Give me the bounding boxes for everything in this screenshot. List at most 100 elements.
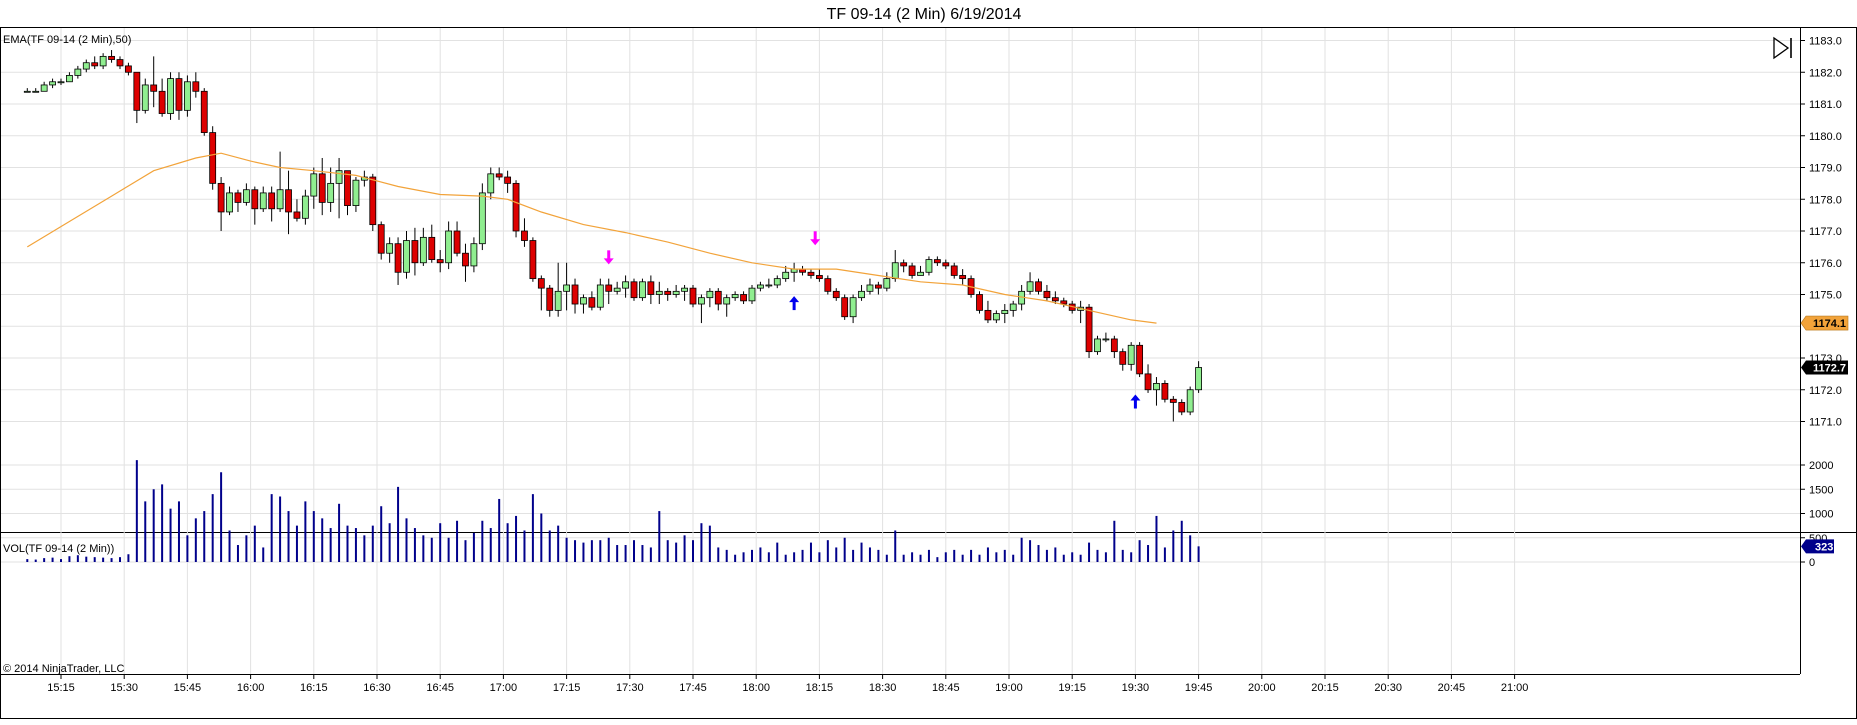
candle-body — [183, 81, 191, 111]
candle-down — [714, 288, 722, 311]
candle-up — [866, 278, 874, 295]
candle-body — [512, 182, 520, 232]
candle-body — [167, 78, 174, 114]
x-tick-label: 19:30 — [1122, 682, 1150, 694]
candle-up — [723, 294, 731, 317]
candle-body — [200, 90, 208, 133]
candle-up — [757, 281, 764, 292]
candle-body — [411, 240, 419, 264]
candle-body — [1026, 281, 1034, 292]
candle-body — [301, 195, 309, 219]
candle-down — [394, 237, 402, 285]
candle-down — [293, 199, 301, 222]
candle-down — [832, 288, 840, 301]
buy-arrow-head — [789, 296, 800, 303]
candle-up — [310, 167, 318, 209]
buy-arrow-shaft — [1133, 399, 1137, 409]
candle-up — [141, 78, 149, 114]
candle-up — [858, 284, 865, 301]
candle-down — [91, 56, 99, 70]
candle-body — [217, 182, 225, 213]
candle-body — [976, 294, 983, 311]
candle-body — [1051, 297, 1059, 302]
candle-up — [352, 177, 360, 212]
candle-up — [167, 72, 174, 120]
candle-body — [335, 170, 343, 184]
candle-down — [1043, 284, 1051, 301]
trade-signals — [603, 231, 1141, 409]
x-tick-label: 16:00 — [237, 682, 265, 694]
candle-body — [588, 297, 596, 308]
candle-body — [900, 262, 908, 267]
candle-down — [512, 180, 520, 238]
candle-body — [285, 189, 292, 213]
candle-body — [630, 281, 638, 299]
volume-tick-label: 1500 — [1809, 484, 1833, 496]
vol-badge-text: 323 — [1815, 541, 1833, 553]
buy-signal-arrow — [789, 296, 800, 311]
candle-down — [462, 243, 469, 282]
candle-down — [200, 88, 208, 136]
candle-body — [1009, 303, 1017, 311]
candle-body — [925, 259, 933, 273]
candle-body — [639, 281, 646, 299]
candle-up — [1127, 342, 1135, 371]
candle-body — [1136, 344, 1144, 375]
ema-badge-text: 1174.1 — [1813, 318, 1846, 330]
candle-body — [950, 265, 958, 276]
candle-down — [116, 56, 124, 70]
candle-up — [259, 186, 267, 212]
candle-up — [554, 262, 562, 317]
volume-tick-label: 1000 — [1809, 509, 1833, 521]
candle-up — [1153, 377, 1160, 406]
candle-down — [816, 269, 823, 282]
candle-down — [453, 221, 461, 257]
candle-body — [259, 192, 267, 210]
candle-down — [959, 269, 967, 285]
candle-down — [689, 284, 697, 308]
candle-body — [933, 259, 941, 264]
candle-up — [276, 151, 284, 212]
x-tick-label: 16:15 — [300, 682, 328, 694]
candle-body — [740, 294, 747, 302]
x-tick-label: 18:00 — [742, 682, 770, 694]
candle-down — [436, 250, 444, 273]
candle-body — [866, 284, 874, 292]
buy-arrow-head — [1130, 394, 1141, 401]
candle-down — [874, 281, 882, 295]
candle-down — [1169, 396, 1177, 422]
candle-body — [428, 236, 436, 260]
candle-body — [1144, 373, 1152, 391]
candle-down — [344, 170, 351, 216]
candle-body — [369, 176, 377, 226]
candle-body — [824, 278, 832, 292]
candle-down — [495, 167, 503, 181]
candle-body — [386, 243, 394, 254]
price-tick-label: 1172.0 — [1809, 385, 1842, 397]
candle-up — [49, 78, 56, 89]
candle-down — [976, 291, 983, 314]
candle-down — [1119, 348, 1127, 371]
candle-down — [504, 170, 512, 193]
candle-body — [580, 297, 587, 305]
candle-down — [950, 262, 958, 279]
candle-body — [99, 55, 107, 67]
candle-up — [613, 281, 621, 295]
price-tick-label: 1179.0 — [1809, 163, 1842, 175]
candle-up — [327, 167, 335, 212]
candle-body — [91, 62, 99, 67]
scroll-to-end-button[interactable] — [1773, 36, 1792, 60]
sell-arrow-head — [603, 258, 614, 265]
candle-body — [571, 284, 579, 305]
candle-down — [285, 170, 292, 235]
candle-down — [908, 262, 916, 279]
copyright-text: © 2014 NinjaTrader, LLC — [3, 663, 124, 675]
candle-down — [369, 173, 377, 231]
candle-body — [1085, 306, 1093, 353]
candle-body — [723, 297, 731, 305]
candle-down — [984, 300, 992, 324]
sell-arrow-head — [810, 239, 821, 246]
sell-arrow-shaft — [813, 231, 817, 241]
candle-body — [1035, 281, 1042, 292]
